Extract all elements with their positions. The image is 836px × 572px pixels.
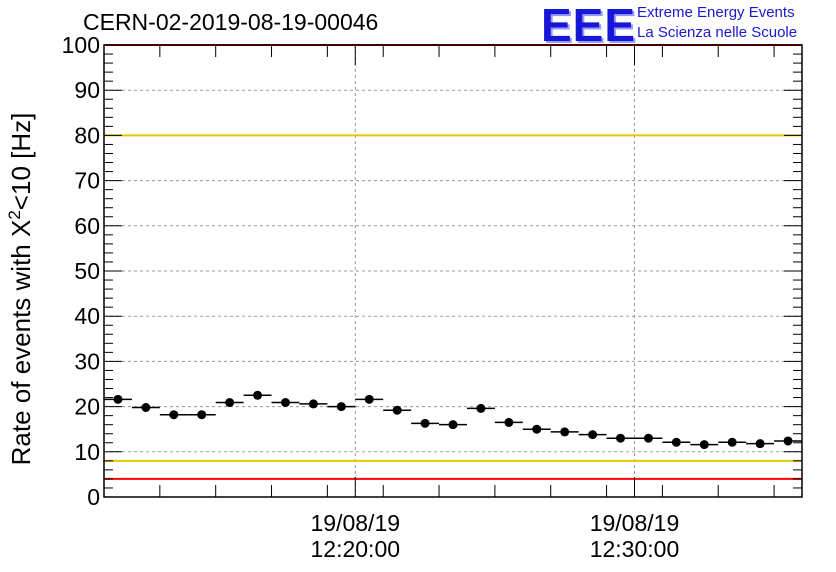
data-point [197,410,207,420]
y-tick-label: 70 [74,168,100,194]
x-tick-label-date: 19/08/19 [311,510,401,536]
logo-line-2: La Scienza nelle Scuole [637,24,798,41]
y-tick-label: 100 [62,32,100,58]
data-point [783,436,793,446]
data-point [560,427,570,437]
data-point [253,390,263,400]
data-point [392,405,402,415]
run-title: CERN-02-2019-08-19-00046 [83,9,379,35]
y-tick-label: 50 [74,258,100,284]
data-point [336,402,346,412]
data-point [169,410,179,420]
data-point [225,398,235,408]
y-tick-label: 90 [74,77,100,103]
data-point [113,394,123,404]
data-point [699,440,709,450]
data-point [476,403,486,413]
eee-logo: EEE Extreme Energy Events La Scienza nel… [541,0,831,51]
data-point [727,437,737,447]
data-point [643,433,653,443]
data-point [616,433,626,443]
data-point [448,420,458,430]
y-tick-label: 30 [74,348,100,374]
data-point [504,417,514,427]
data-point [280,398,290,408]
data-point [588,430,598,440]
data-point [141,403,151,413]
y-tick-label: 20 [74,394,100,420]
data-point [364,394,374,404]
logo-line-1: Extreme Energy Events [637,4,795,21]
data-point [308,399,318,409]
y-tick-label: 60 [74,213,100,239]
data-point [420,418,430,428]
data-point [671,437,681,447]
logo-mark: EEE [541,0,637,51]
y-tick-label: 0 [87,484,100,510]
y-tick-label: 80 [74,122,100,148]
x-tick-label-date: 19/08/19 [590,510,680,536]
data-point [532,424,542,434]
y-tick-label: 40 [74,303,100,329]
x-tick-label-time: 12:20:00 [311,536,401,562]
y-tick-label: 10 [74,439,100,465]
data-point [755,439,765,449]
x-tick-label-time: 12:30:00 [590,536,680,562]
y-axis-title: Rate of events with X2<10 [Hz] [5,113,36,466]
